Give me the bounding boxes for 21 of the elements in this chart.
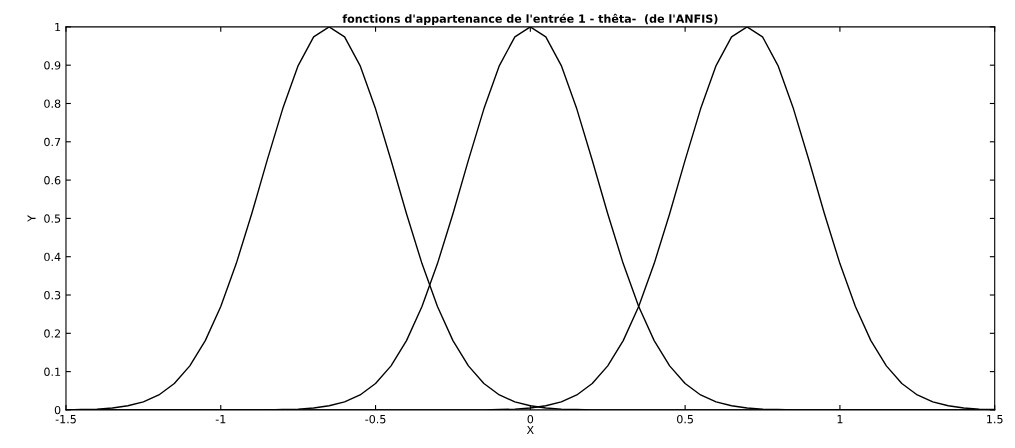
y-tick-label: 0.6 — [44, 176, 61, 185]
x-tick-label: -0.5 — [365, 414, 386, 424]
chart-title: fonctions d'appartenance de l'entrée 1 - thêta- (de l'ANFIS) — [342, 13, 718, 26]
x-tick-label: -1.5 — [55, 415, 76, 424]
y-tick-label: 0.5 — [44, 214, 61, 223]
y-tick-label: 0.3 — [44, 290, 61, 300]
y-tick-label: 0.1 — [44, 367, 61, 376]
x-tick-label: 1.5 — [987, 415, 1003, 424]
x-tick-label: 0 — [527, 414, 534, 424]
x-tick-label: 0.5 — [677, 414, 693, 424]
x-axis-title: X — [526, 425, 534, 434]
x-tick-label: 1 — [837, 415, 843, 424]
y-tick-label: 0.4 — [44, 252, 61, 262]
y-tick-label: 0 — [54, 405, 61, 415]
y-tick-label: 0.2 — [44, 329, 60, 338]
y-axis-title: Y — [27, 214, 36, 222]
y-tick-label: 1 — [55, 23, 61, 32]
x-tick-label: -1 — [215, 415, 226, 424]
y-tick-label: 0.8 — [44, 99, 61, 108]
y-tick-label: 0.7 — [44, 137, 61, 147]
y-tick-label: 0.9 — [44, 61, 61, 70]
